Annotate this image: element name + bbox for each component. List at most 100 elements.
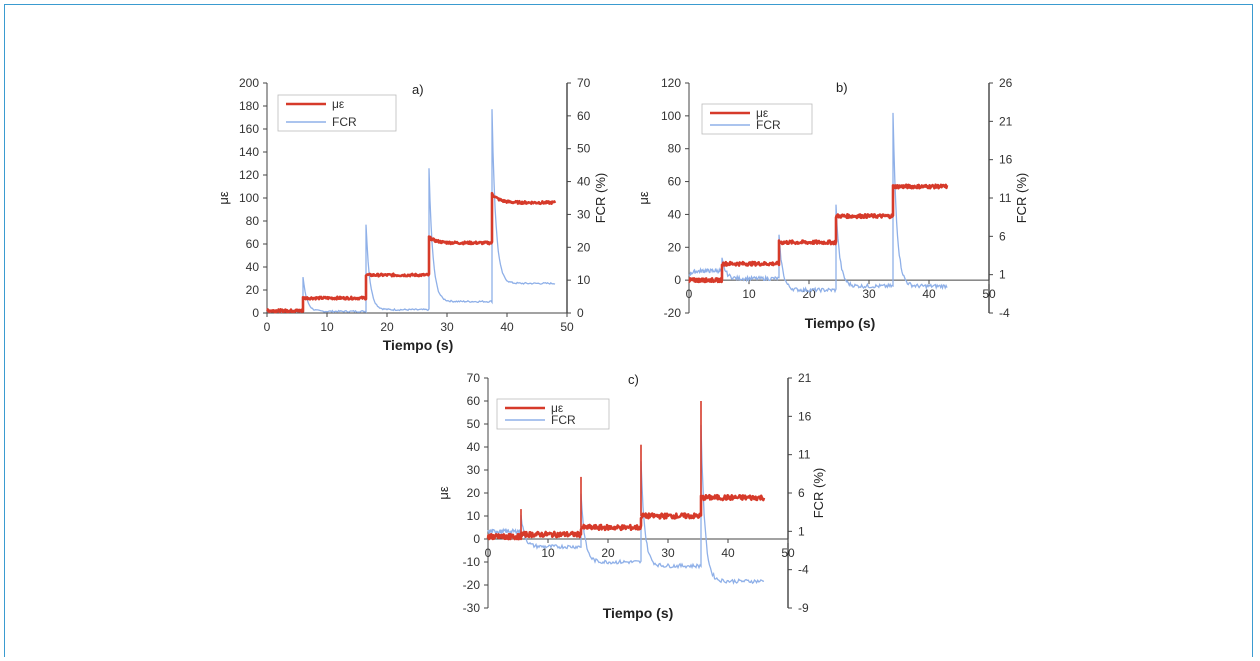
x-tick-label: 50 [560, 320, 574, 334]
legend-fcr-label: FCR [332, 115, 357, 129]
left-tick-label: 100 [239, 191, 259, 205]
left-tick-label: 50 [467, 417, 481, 431]
x-axis-title: Tiempo (s) [383, 337, 454, 353]
left-tick-label: 60 [668, 175, 682, 189]
right-tick-label: 11 [798, 448, 811, 462]
ue-series-line [486, 493, 766, 541]
right-tick-label: 30 [577, 207, 591, 221]
x-tick-label: 0 [686, 287, 693, 301]
left-tick-label: 120 [239, 168, 259, 182]
right-tick-label: 6 [999, 229, 1006, 243]
right-tick-label: 10 [577, 273, 591, 287]
right-tick-label: 6 [798, 486, 805, 500]
x-tick-label: 30 [862, 287, 876, 301]
fcr-series-line [688, 112, 948, 294]
left-tick-label: 0 [252, 306, 259, 320]
right-tick-label: -4 [999, 306, 1010, 320]
right-tick-label: 26 [999, 76, 1013, 90]
left-tick-label: 0 [674, 273, 681, 287]
left-tick-label: 200 [239, 76, 259, 90]
x-tick-label: 40 [721, 546, 735, 560]
x-tick-label: 50 [781, 546, 795, 560]
chart-panel-a: 0204060801001201401601802000102030405060… [216, 76, 608, 353]
left-tick-label: 40 [246, 260, 260, 274]
left-tick-label: 20 [668, 240, 682, 254]
right-tick-label: 40 [577, 175, 591, 189]
left-tick-label: 20 [467, 486, 481, 500]
left-tick-label: 120 [661, 76, 681, 90]
x-tick-label: 40 [500, 320, 514, 334]
x-tick-label: 0 [485, 546, 492, 560]
right-tick-label: -9 [798, 601, 809, 615]
left-tick-label: 80 [246, 214, 260, 228]
legend-box [277, 94, 397, 132]
right-tick-label: 21 [999, 114, 1013, 128]
figure-frame [4, 4, 1253, 657]
left-tick-label: -20 [664, 306, 682, 320]
left-tick-label: -30 [463, 601, 481, 615]
right-tick-label: 70 [577, 76, 591, 90]
panel-label: a) [412, 82, 424, 97]
x-tick-label: 40 [922, 287, 936, 301]
right-tick-label: 60 [577, 109, 591, 123]
x-axis-title: Tiempo (s) [603, 605, 674, 621]
left-tick-label: 160 [239, 122, 259, 136]
legend-ue-label: με [332, 97, 345, 111]
left-axis-title: με [216, 191, 231, 204]
right-tick-label: 50 [577, 142, 591, 156]
left-tick-label: 80 [668, 142, 682, 156]
legend-fcr-label: FCR [551, 413, 576, 427]
legend-ue-label: με [551, 401, 564, 415]
x-tick-label: 10 [320, 320, 334, 334]
left-tick-label: 70 [467, 371, 481, 385]
legend-box [701, 103, 813, 135]
left-tick-label: 10 [467, 509, 481, 523]
panel-label: b) [836, 80, 848, 95]
left-tick-label: 30 [467, 463, 481, 477]
left-tick-label: 40 [467, 440, 481, 454]
x-tick-label: 10 [742, 287, 756, 301]
left-tick-label: 140 [239, 145, 259, 159]
ue-series-line [266, 191, 557, 314]
panel-label: c) [628, 372, 639, 387]
left-tick-label: 20 [246, 283, 260, 297]
x-tick-label: 30 [661, 546, 675, 560]
left-tick-label: -10 [463, 555, 481, 569]
right-tick-label: 1 [798, 524, 805, 538]
left-tick-label: 100 [661, 109, 681, 123]
left-tick-label: 60 [246, 237, 260, 251]
x-tick-label: 50 [982, 287, 996, 301]
right-tick-label: 0 [577, 306, 584, 320]
right-tick-label: -4 [798, 563, 809, 577]
left-tick-label: 180 [239, 99, 259, 113]
left-tick-label: 60 [467, 394, 481, 408]
left-axis-title: με [636, 191, 651, 204]
right-tick-label: 16 [798, 409, 812, 423]
x-tick-label: 10 [541, 546, 555, 560]
right-tick-label: 16 [999, 153, 1013, 167]
x-tick-label: 0 [264, 320, 271, 334]
left-axis-title: με [436, 486, 451, 499]
x-tick-label: 30 [440, 320, 454, 334]
x-tick-label: 20 [380, 320, 394, 334]
right-tick-label: 11 [999, 191, 1012, 205]
ue-series-line [688, 183, 949, 284]
fcr-series-line [487, 424, 765, 585]
x-axis-title: Tiempo (s) [805, 315, 876, 331]
right-tick-label: 1 [999, 268, 1006, 282]
fcr-series-line [266, 109, 556, 314]
right-axis-title: FCR (%) [593, 173, 608, 224]
left-tick-label: 0 [473, 532, 480, 546]
legend-ue-label: με [756, 106, 769, 120]
right-tick-label: 21 [798, 371, 812, 385]
legend-fcr-label: FCR [756, 118, 781, 132]
right-axis-title: FCR (%) [811, 468, 826, 519]
right-axis-title: FCR (%) [1014, 173, 1029, 224]
legend-box [496, 398, 610, 430]
left-tick-label: -20 [463, 578, 481, 592]
x-tick-label: 20 [601, 546, 615, 560]
right-tick-label: 20 [577, 240, 591, 254]
